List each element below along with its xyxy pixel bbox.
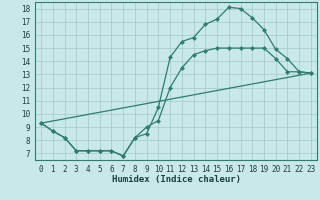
X-axis label: Humidex (Indice chaleur): Humidex (Indice chaleur) bbox=[111, 175, 241, 184]
